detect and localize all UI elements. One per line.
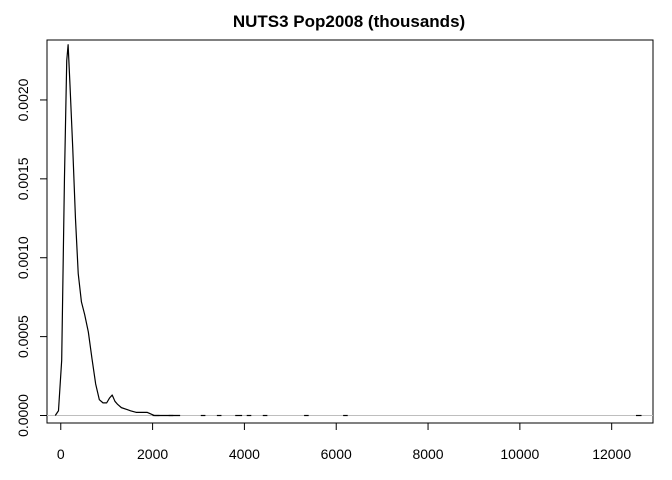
x-tick-label: 6000	[321, 446, 352, 462]
y-tick-label: 0.0015	[15, 157, 31, 200]
x-tick-label: 2000	[137, 446, 168, 462]
x-tick-label: 10000	[500, 446, 539, 462]
x-tick-label: 0	[57, 446, 65, 462]
y-axis: 0.0000 0.0005 0.0010 0.0015 0.0020	[15, 78, 48, 437]
x-tick-label: 12000	[592, 446, 631, 462]
y-tick-label: 0.0020	[15, 78, 31, 121]
x-tick-label: 4000	[229, 446, 260, 462]
plot-area	[47, 44, 653, 417]
x-tick-label: 8000	[412, 446, 443, 462]
x-axis: 0 2000 4000 6000 8000 10000 12000	[57, 422, 631, 462]
chart-title: NUTS3 Pop2008 (thousands)	[233, 12, 465, 31]
y-tick-label: 0.0005	[15, 315, 31, 358]
y-tick-label: 0.0000	[15, 394, 31, 437]
y-tick-label: 0.0010	[15, 236, 31, 279]
density-curve	[54, 44, 181, 417]
plot-frame	[46, 39, 654, 424]
